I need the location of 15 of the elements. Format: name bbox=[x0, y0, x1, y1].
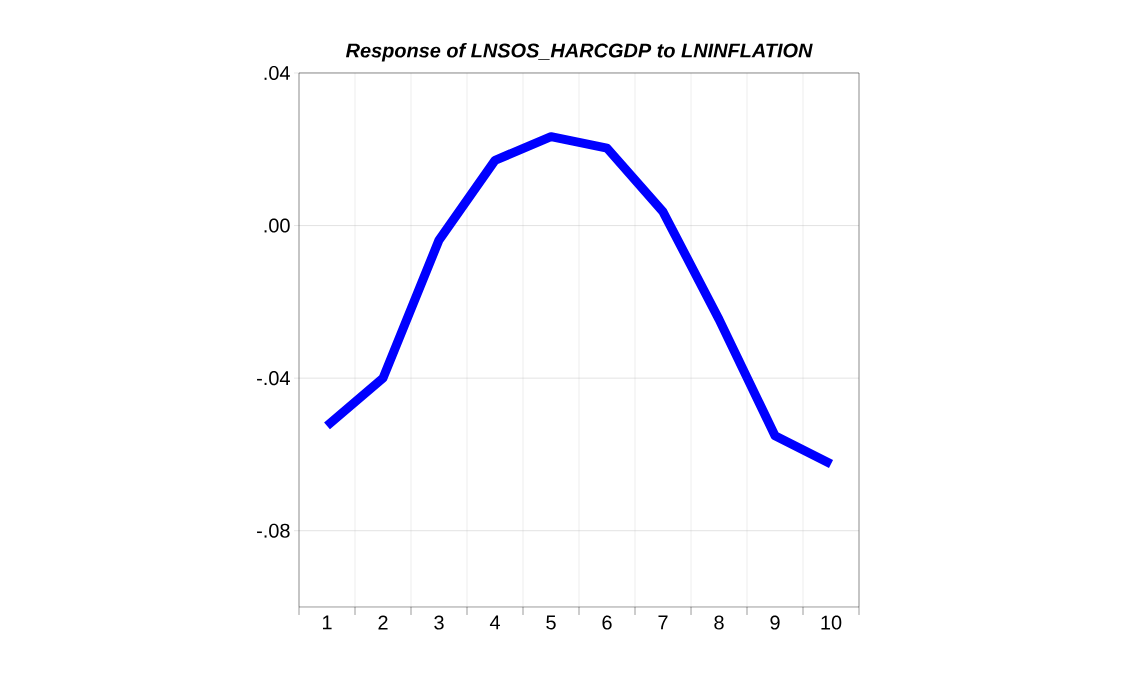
x-tick-label: 5 bbox=[546, 615, 556, 630]
y-tick-label: -.04 bbox=[257, 371, 290, 386]
x-tick-label: 8 bbox=[714, 615, 724, 630]
x-tick-label: 10 bbox=[821, 615, 842, 630]
x-tick-label: 1 bbox=[322, 615, 332, 630]
x-tick-label: 3 bbox=[434, 615, 444, 630]
x-tick-label: 9 bbox=[770, 615, 780, 630]
x-tick-label: 4 bbox=[489, 615, 500, 630]
x-tick-label: 2 bbox=[378, 615, 388, 630]
x-tick-label: 6 bbox=[602, 615, 612, 630]
x-tick-label: 7 bbox=[658, 615, 668, 630]
y-tick-label: -.08 bbox=[257, 523, 290, 538]
chart-title: Response of LNSOS_HARCGDP to LNINFLATION bbox=[345, 42, 813, 62]
y-tick-label: .04 bbox=[264, 65, 290, 81]
y-tick-label: .00 bbox=[264, 218, 290, 233]
